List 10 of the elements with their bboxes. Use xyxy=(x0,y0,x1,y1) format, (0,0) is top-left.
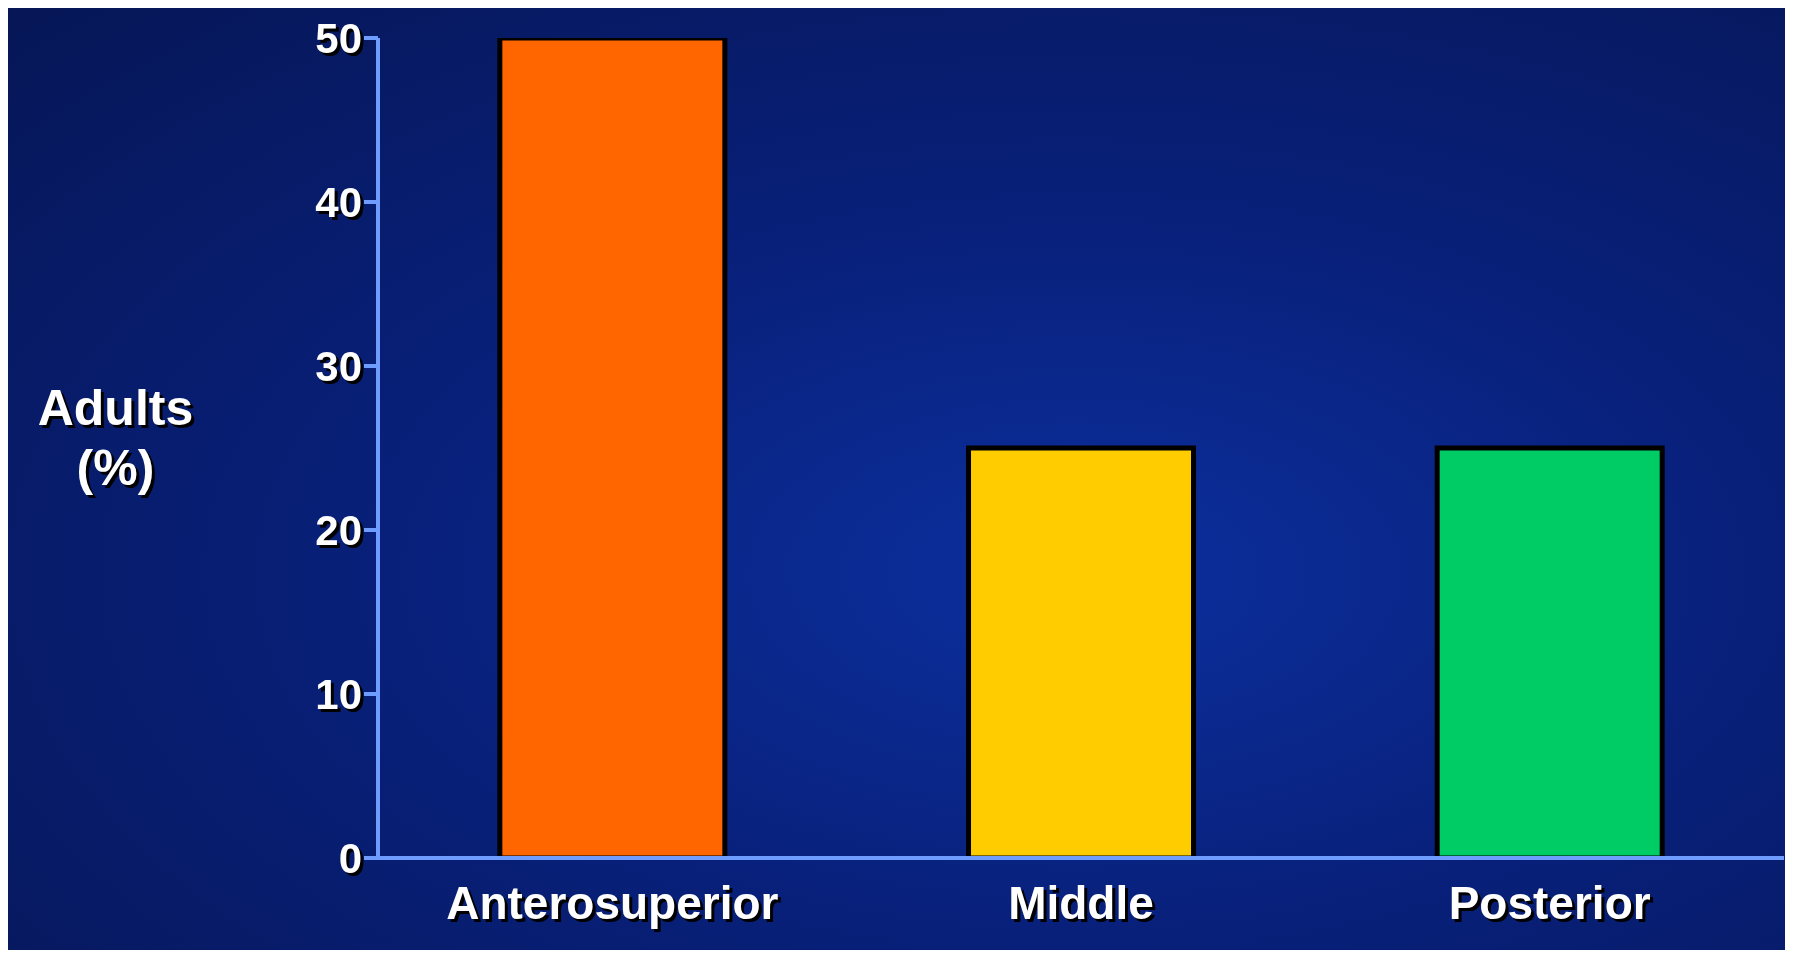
x-tick-label: Anterosuperior xyxy=(446,876,779,929)
y-axis-title: Adults (%) xyxy=(36,379,195,498)
y-tick-label: 50 xyxy=(315,14,362,62)
y-tick-label: 0 xyxy=(338,834,362,882)
x-tick-label: Posterior xyxy=(1448,876,1651,929)
y-tick-label: 10 xyxy=(315,670,362,718)
x-tick-label: Middle xyxy=(1008,876,1154,929)
y-tick-label: 20 xyxy=(315,506,362,554)
y-tick-label: 40 xyxy=(315,178,362,226)
y-tick-label: 30 xyxy=(315,342,362,390)
